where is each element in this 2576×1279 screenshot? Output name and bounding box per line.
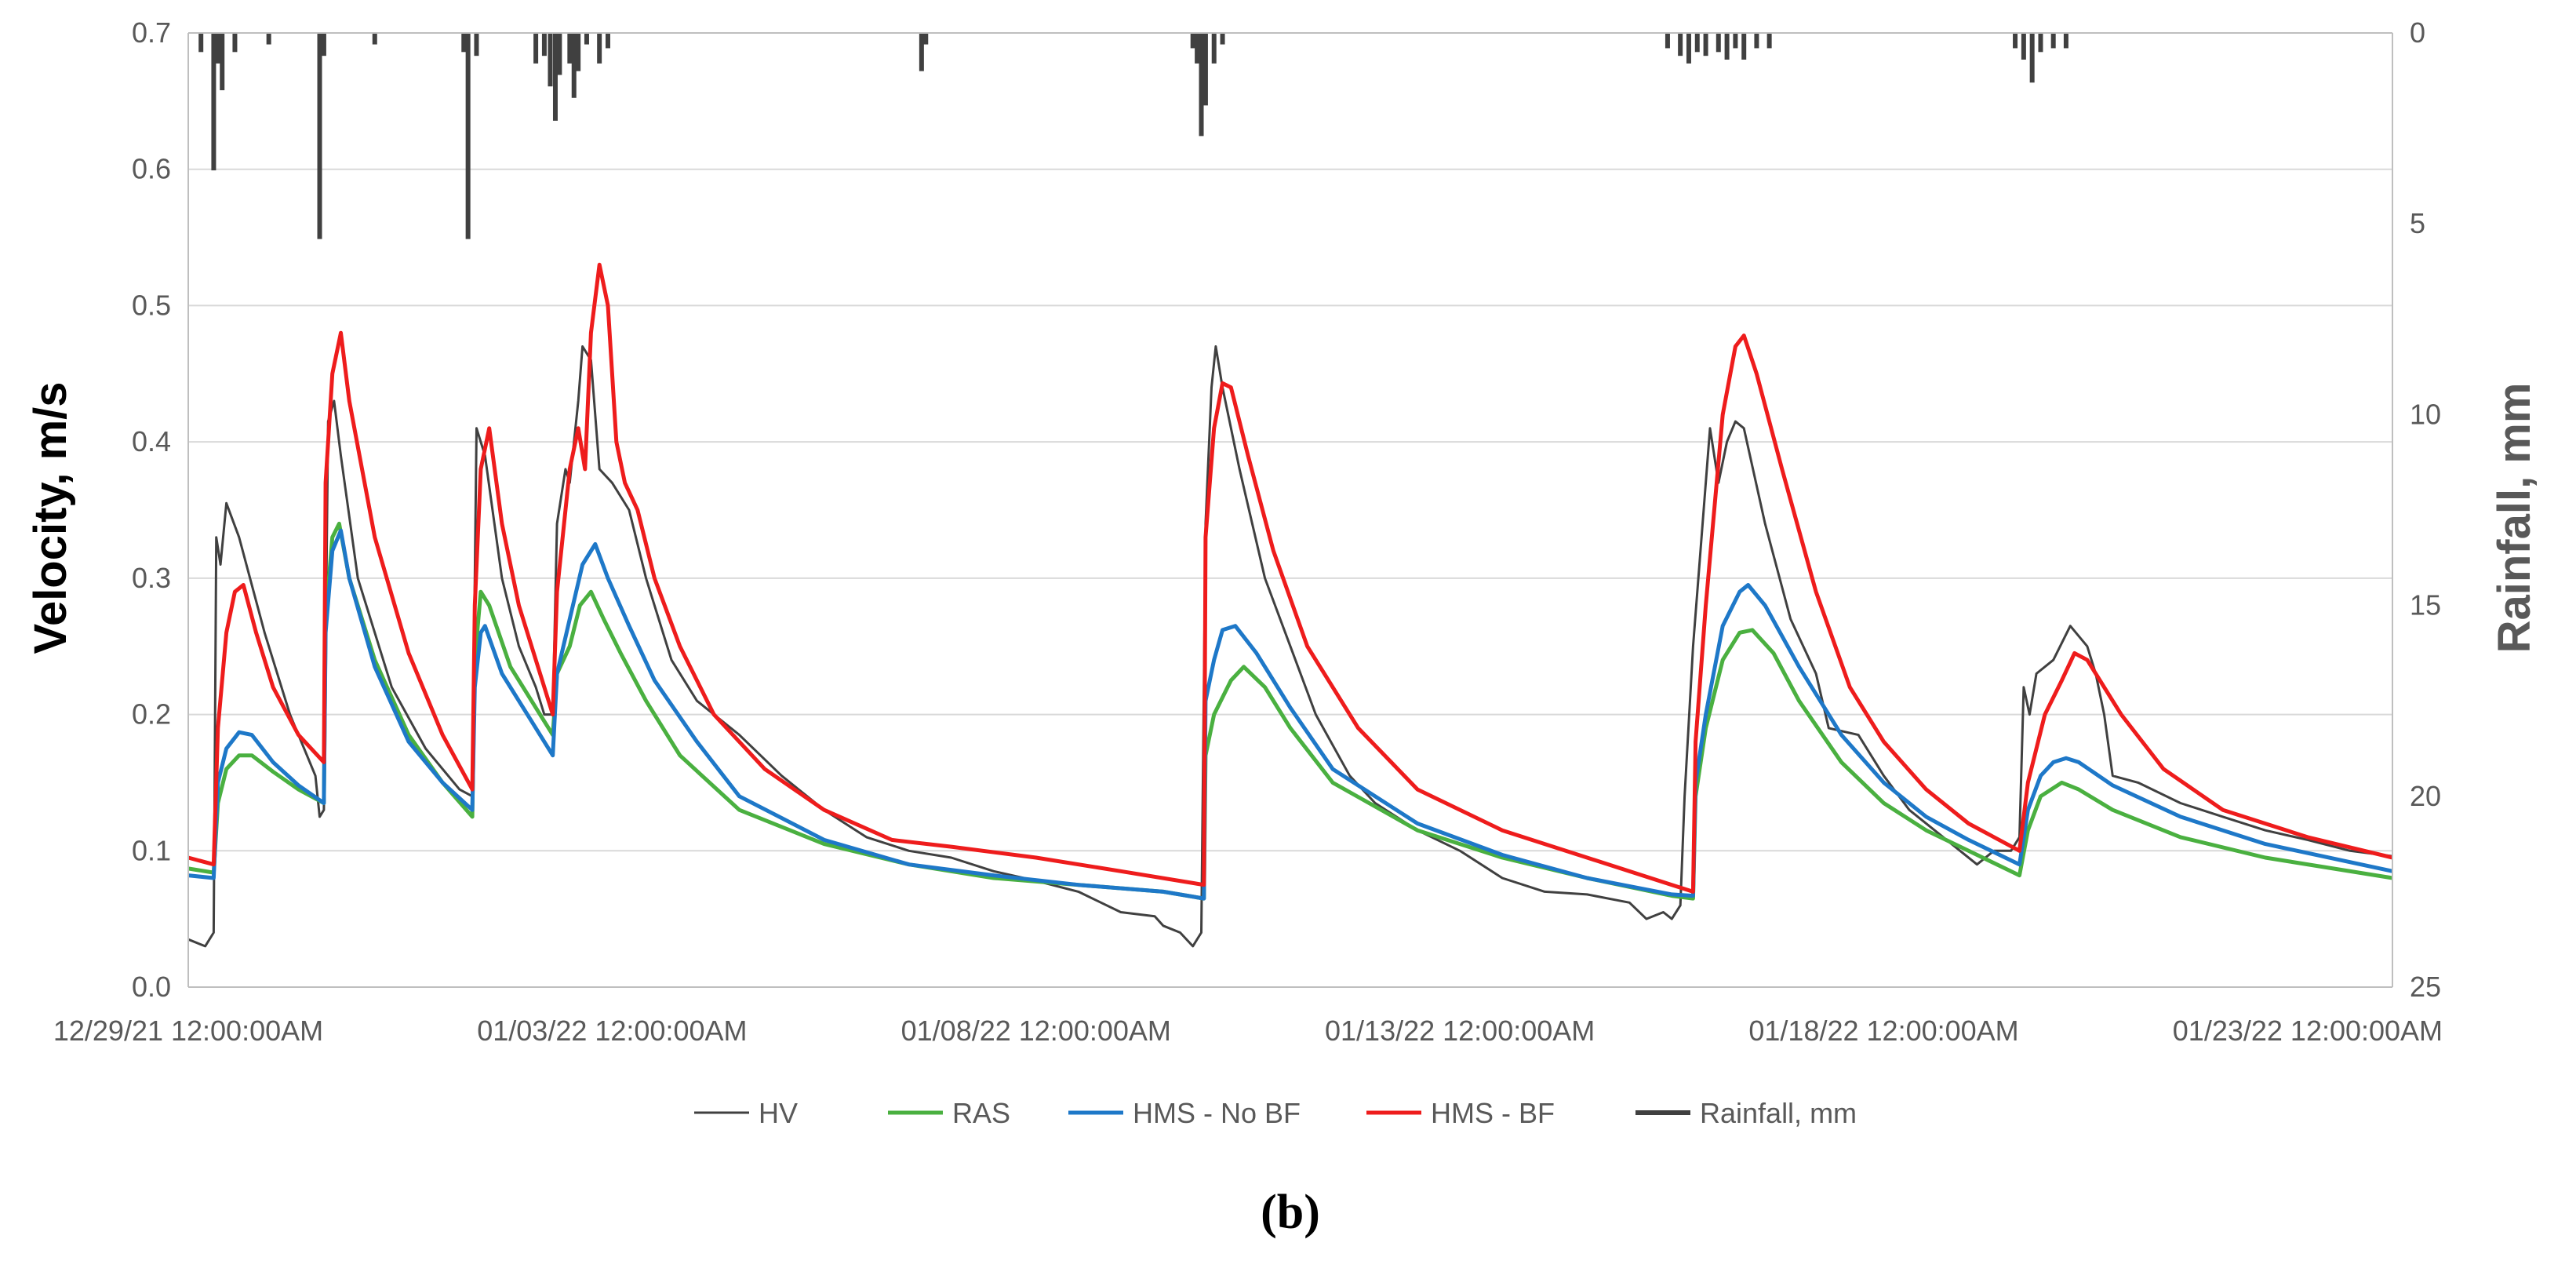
- y2-axis-title: Rainfall, mm: [2489, 383, 2540, 654]
- x-tick-label: 01/03/22 12:00:00AM: [477, 1015, 747, 1047]
- series-line-hv: [187, 345, 2393, 948]
- y-tick-label: 0.5: [132, 289, 171, 321]
- legend-label: RAS: [952, 1097, 1010, 1129]
- gridlines: [188, 32, 2392, 988]
- x-tick-label: 01/23/22 12:00:00AM: [2173, 1015, 2443, 1047]
- series-line-hms-bf: [187, 262, 2393, 894]
- y-tick-label: 0.1: [132, 834, 171, 866]
- x-tick-label: 01/08/22 12:00:00AM: [901, 1015, 1171, 1047]
- legend-label: HV: [759, 1097, 798, 1129]
- plot-frame: [187, 32, 2393, 988]
- y-tick-label: 0.4: [132, 425, 171, 457]
- y2-tick-label: 20: [2410, 780, 2441, 812]
- y-tick-label: 0.2: [132, 698, 171, 731]
- x-axis-ticks: 12/29/21 12:00:00AM 01/03/22 12:00:00AM 01…: [53, 1015, 2443, 1047]
- y2-tick-label: 0: [2410, 16, 2425, 49]
- y2-tick-label: 10: [2410, 398, 2441, 430]
- series-line-hms-no-bf: [187, 528, 2393, 901]
- y-tick-label: 0.3: [132, 562, 171, 594]
- y2-tick-label: 15: [2410, 589, 2441, 621]
- y2-tick-label: 5: [2410, 207, 2425, 239]
- y2-axis-ticks: 0 5 10 15 20 25: [2410, 16, 2441, 1003]
- y2-tick-label: 25: [2410, 971, 2441, 1003]
- legend-label: Rainfall, mm: [1700, 1097, 1857, 1129]
- figure-caption: (b): [1261, 1186, 1320, 1239]
- legend-label: HMS - No BF: [1133, 1097, 1301, 1129]
- y-tick-label: 0.6: [132, 153, 171, 185]
- legend-label: HMS - BF: [1431, 1097, 1555, 1129]
- series-lines: [187, 262, 2393, 948]
- x-tick-label: 12/29/21 12:00:00AM: [53, 1015, 323, 1047]
- rainfall-bars: [198, 33, 2068, 239]
- y-axis-title: Velocity, m/s: [25, 381, 76, 654]
- x-tick-label: 01/13/22 12:00:00AM: [1325, 1015, 1595, 1047]
- y-tick-label: 0.0: [132, 971, 171, 1003]
- legend: HV RAS HMS - No BF HMS - BF Rainfall, mm: [694, 1097, 1857, 1129]
- y-axis-ticks: 0.0 0.1 0.2 0.3 0.4 0.5 0.6 0.7: [132, 16, 171, 1003]
- y-tick-label: 0.7: [132, 16, 171, 49]
- x-tick-label: 01/18/22 12:00:00AM: [1748, 1015, 2018, 1047]
